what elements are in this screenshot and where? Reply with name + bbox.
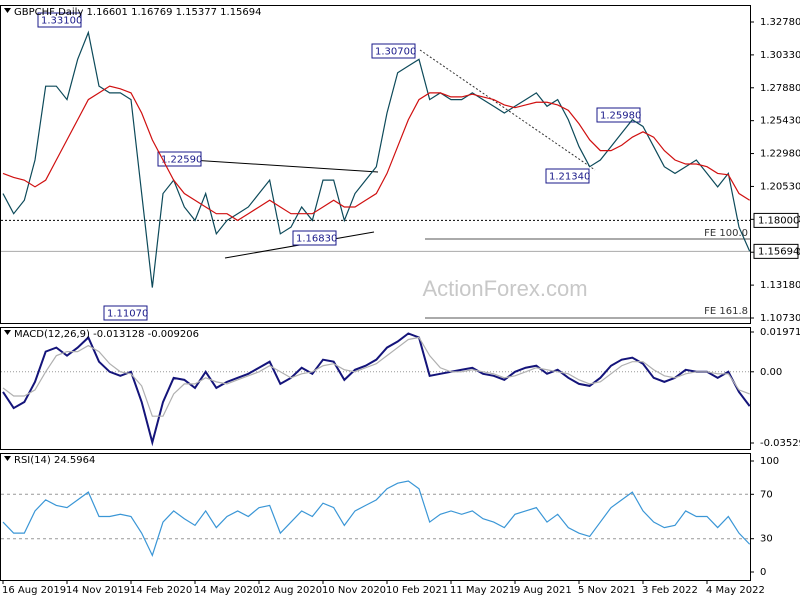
x-tick-label: 10 Nov 2020	[322, 585, 386, 596]
title-icon	[4, 8, 11, 13]
pivot-box	[371, 43, 416, 59]
y-tick-label: -0.035295	[760, 438, 800, 449]
x-tick-label: 14 Feb 2020	[130, 585, 192, 596]
pivot-label: 1.22590	[161, 155, 202, 166]
panel	[0, 453, 751, 581]
x-tick-label: 9 Aug 2021	[514, 585, 572, 596]
pivot-box	[545, 168, 590, 184]
title-icon	[4, 456, 11, 461]
panel-title: RSI(14) 24.5964	[14, 455, 95, 466]
title-icon	[4, 330, 11, 335]
pivot-label: 1.11070	[107, 309, 148, 320]
x-tick-label: 12 Aug 2020	[258, 585, 322, 596]
pivot-box	[37, 12, 82, 28]
x-tick-label: 11 May 2021	[450, 585, 515, 596]
x-tick-label: 4 May 2022	[706, 585, 765, 596]
y-tick-label: 0.00	[760, 367, 782, 378]
pivot-box	[103, 305, 148, 321]
y-tick-label: 0.019718	[760, 327, 800, 338]
watermark: ActionForex.com	[422, 276, 587, 301]
x-tick-label: 14 May 2020	[194, 585, 259, 596]
pivot-box	[157, 151, 202, 167]
x-tick-label: 3 Feb 2022	[642, 585, 698, 596]
series-line	[2, 480, 751, 557]
price-level-box	[753, 243, 799, 259]
y-tick-label: 30	[760, 534, 773, 545]
pivot-label: 1.21340	[549, 172, 590, 183]
series-line	[2, 30, 751, 288]
series-line	[2, 85, 750, 222]
y-tick-label: 1.32780	[760, 17, 800, 28]
y-tick-label: 1.30330	[760, 50, 800, 61]
y-tick-label: 70	[760, 489, 773, 500]
pivot-label: 1.25980	[600, 111, 641, 122]
pivot-label: 1.16830	[296, 234, 337, 245]
panel-title: MACD(12,26,9) -0.013128 -0.009206	[14, 329, 199, 340]
y-tick-label: 1.22980	[760, 149, 800, 160]
panel-title: GBPCHF,Daily 1.16601 1.16769 1.15377 1.1…	[14, 7, 262, 18]
fe-label: FE 161.8	[704, 306, 748, 317]
panel	[0, 327, 751, 450]
price-level-box	[753, 212, 799, 228]
x-tick-label: 14 Nov 2019	[66, 585, 130, 596]
pivot-label: 1.30700	[375, 47, 416, 58]
y-tick-label: 1.20530	[760, 181, 800, 192]
y-tick-label: 1.25430	[760, 116, 800, 127]
y-tick-label: 100	[760, 456, 779, 467]
price-level-label: 1.15694	[758, 246, 799, 257]
pivot-label: 1.33100	[41, 16, 82, 27]
x-tick-label: 5 Nov 2021	[578, 585, 636, 596]
x-tick-label: 16 Aug 2019	[2, 585, 66, 596]
y-tick-label: 1.13180	[760, 280, 800, 291]
trend-line	[419, 49, 596, 171]
price-level-label: 1.18000	[758, 215, 799, 226]
fe-label: FE 100.0	[704, 228, 748, 239]
x-tick-label: 10 Feb 2021	[386, 585, 448, 596]
y-tick-label: 1.10730	[760, 313, 800, 324]
series-line	[2, 336, 750, 417]
pivot-box	[292, 230, 337, 246]
pivot-box	[596, 107, 641, 123]
y-tick-label: 0	[760, 567, 766, 578]
y-tick-label: 1.27880	[760, 83, 800, 94]
